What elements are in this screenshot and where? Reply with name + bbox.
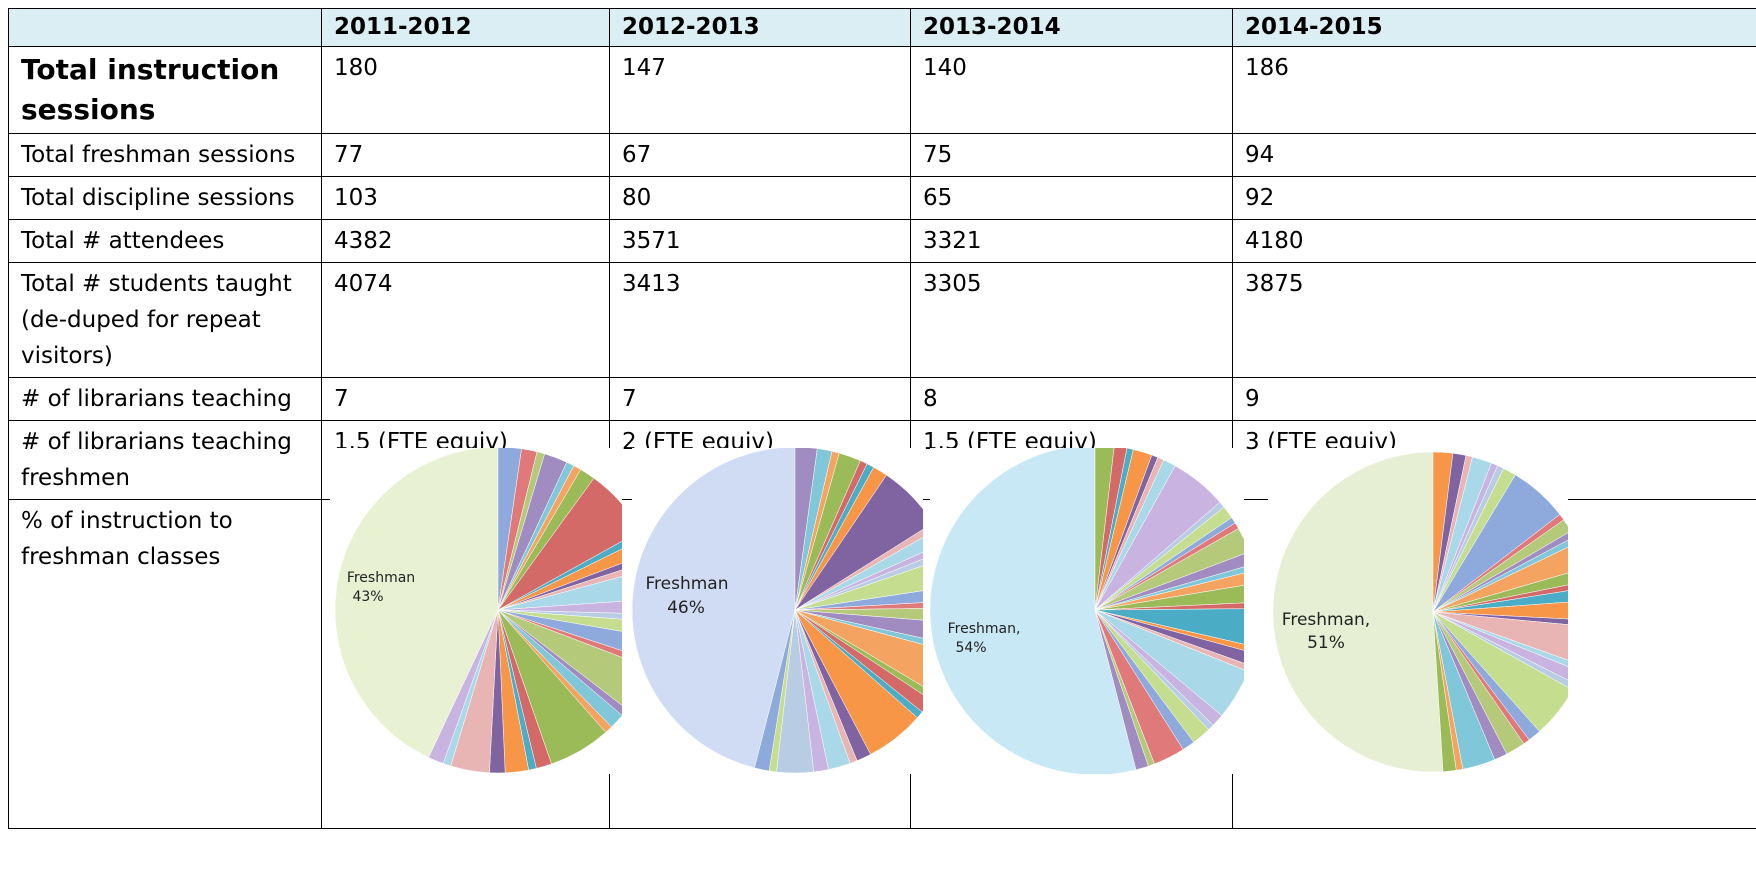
row-label: % of instruction to freshman classes xyxy=(8,499,322,829)
pie-slice xyxy=(632,448,796,769)
other-slice xyxy=(1432,611,1457,772)
other-slice xyxy=(497,576,622,611)
cell: 75 xyxy=(910,133,1233,177)
pie-slice xyxy=(1272,451,1444,773)
table-row: Total # attendees 4382 3571 3321 4180 xyxy=(8,219,1756,263)
pie-chart: Freshman, 51% xyxy=(1268,448,1568,774)
other-slice xyxy=(1094,609,1149,771)
header-row: 2011-2012 2012-2013 2013-2014 2014-2015 xyxy=(8,8,1756,47)
column-header: 2012-2013 xyxy=(609,8,911,47)
cell: 147 xyxy=(609,46,911,134)
other-slice xyxy=(497,600,622,614)
other-slice xyxy=(1432,546,1568,613)
pie-label: 54% xyxy=(955,640,986,656)
cell: 9 xyxy=(1232,377,1756,421)
other-slice xyxy=(1094,448,1115,611)
other-slice xyxy=(1094,572,1244,611)
table-row: Total instruction sessions 180 147 140 186 xyxy=(8,46,1756,134)
other-slice xyxy=(428,609,499,764)
other-slice xyxy=(754,609,796,772)
cell: 3413 xyxy=(609,262,911,378)
row-label: Total # attendees xyxy=(8,219,322,263)
cell: 140 xyxy=(910,46,1233,134)
other-slice xyxy=(1432,611,1568,625)
pie-label: 46% xyxy=(667,598,705,618)
row-label: Total instruction sessions xyxy=(8,46,322,134)
other-slice xyxy=(794,602,923,611)
cell: 77 xyxy=(321,133,610,177)
row-label: # of librarians teaching freshmen xyxy=(8,420,322,500)
pie-chart: Freshman, 54% xyxy=(930,448,1244,774)
other-slice xyxy=(794,474,923,611)
pie-chart: Freshman 43% xyxy=(330,448,622,774)
column-header: 2014-2015 xyxy=(1232,8,1756,47)
cell: 8 xyxy=(910,377,1233,421)
header-cell xyxy=(8,8,322,47)
cell: 3305 xyxy=(910,262,1233,378)
column-header: 2013-2014 xyxy=(910,8,1233,47)
other-slice xyxy=(1432,601,1568,620)
cell: 3571 xyxy=(609,219,911,263)
other-slice xyxy=(497,477,622,611)
cell: 94 xyxy=(1232,133,1756,177)
cell: 103 xyxy=(321,176,610,220)
pie-label: 43% xyxy=(352,589,383,605)
other-slice xyxy=(1432,519,1568,613)
table-row: Total discipline sessions 103 80 65 92 xyxy=(8,176,1756,220)
row-label: Total freshman sessions xyxy=(8,133,322,177)
pie-slice xyxy=(334,448,499,758)
other-slice xyxy=(497,609,622,620)
pie-label: Freshman xyxy=(646,574,729,594)
cell: 80 xyxy=(609,176,911,220)
other-slice xyxy=(497,540,622,611)
other-slice xyxy=(1094,566,1244,611)
pie-label: Freshman, xyxy=(948,621,1021,637)
other-slice xyxy=(1094,602,1244,611)
other-slice xyxy=(497,609,622,632)
other-slice xyxy=(794,608,923,621)
cell: 65 xyxy=(910,176,1233,220)
pie-label: 51% xyxy=(1307,633,1345,653)
other-slice xyxy=(1432,590,1568,613)
row-label: # of librarians teaching xyxy=(8,377,322,421)
cell: 186 xyxy=(1232,46,1756,134)
pie-chart: Freshman 46% xyxy=(632,448,923,774)
other-slice xyxy=(497,569,622,611)
other-slice xyxy=(1094,608,1244,645)
pie-slice xyxy=(930,448,1137,774)
other-slice xyxy=(1094,584,1244,611)
other-slice xyxy=(1094,528,1244,611)
other-slice xyxy=(794,537,923,611)
other-slice xyxy=(794,565,923,611)
row-label: Total discipline sessions xyxy=(8,176,322,220)
pie-label: Freshman, xyxy=(1282,610,1370,630)
other-slice xyxy=(794,609,923,687)
cell: 4074 xyxy=(321,262,610,378)
cell: 3321 xyxy=(910,219,1233,263)
pie-label: Freshman xyxy=(347,570,415,586)
